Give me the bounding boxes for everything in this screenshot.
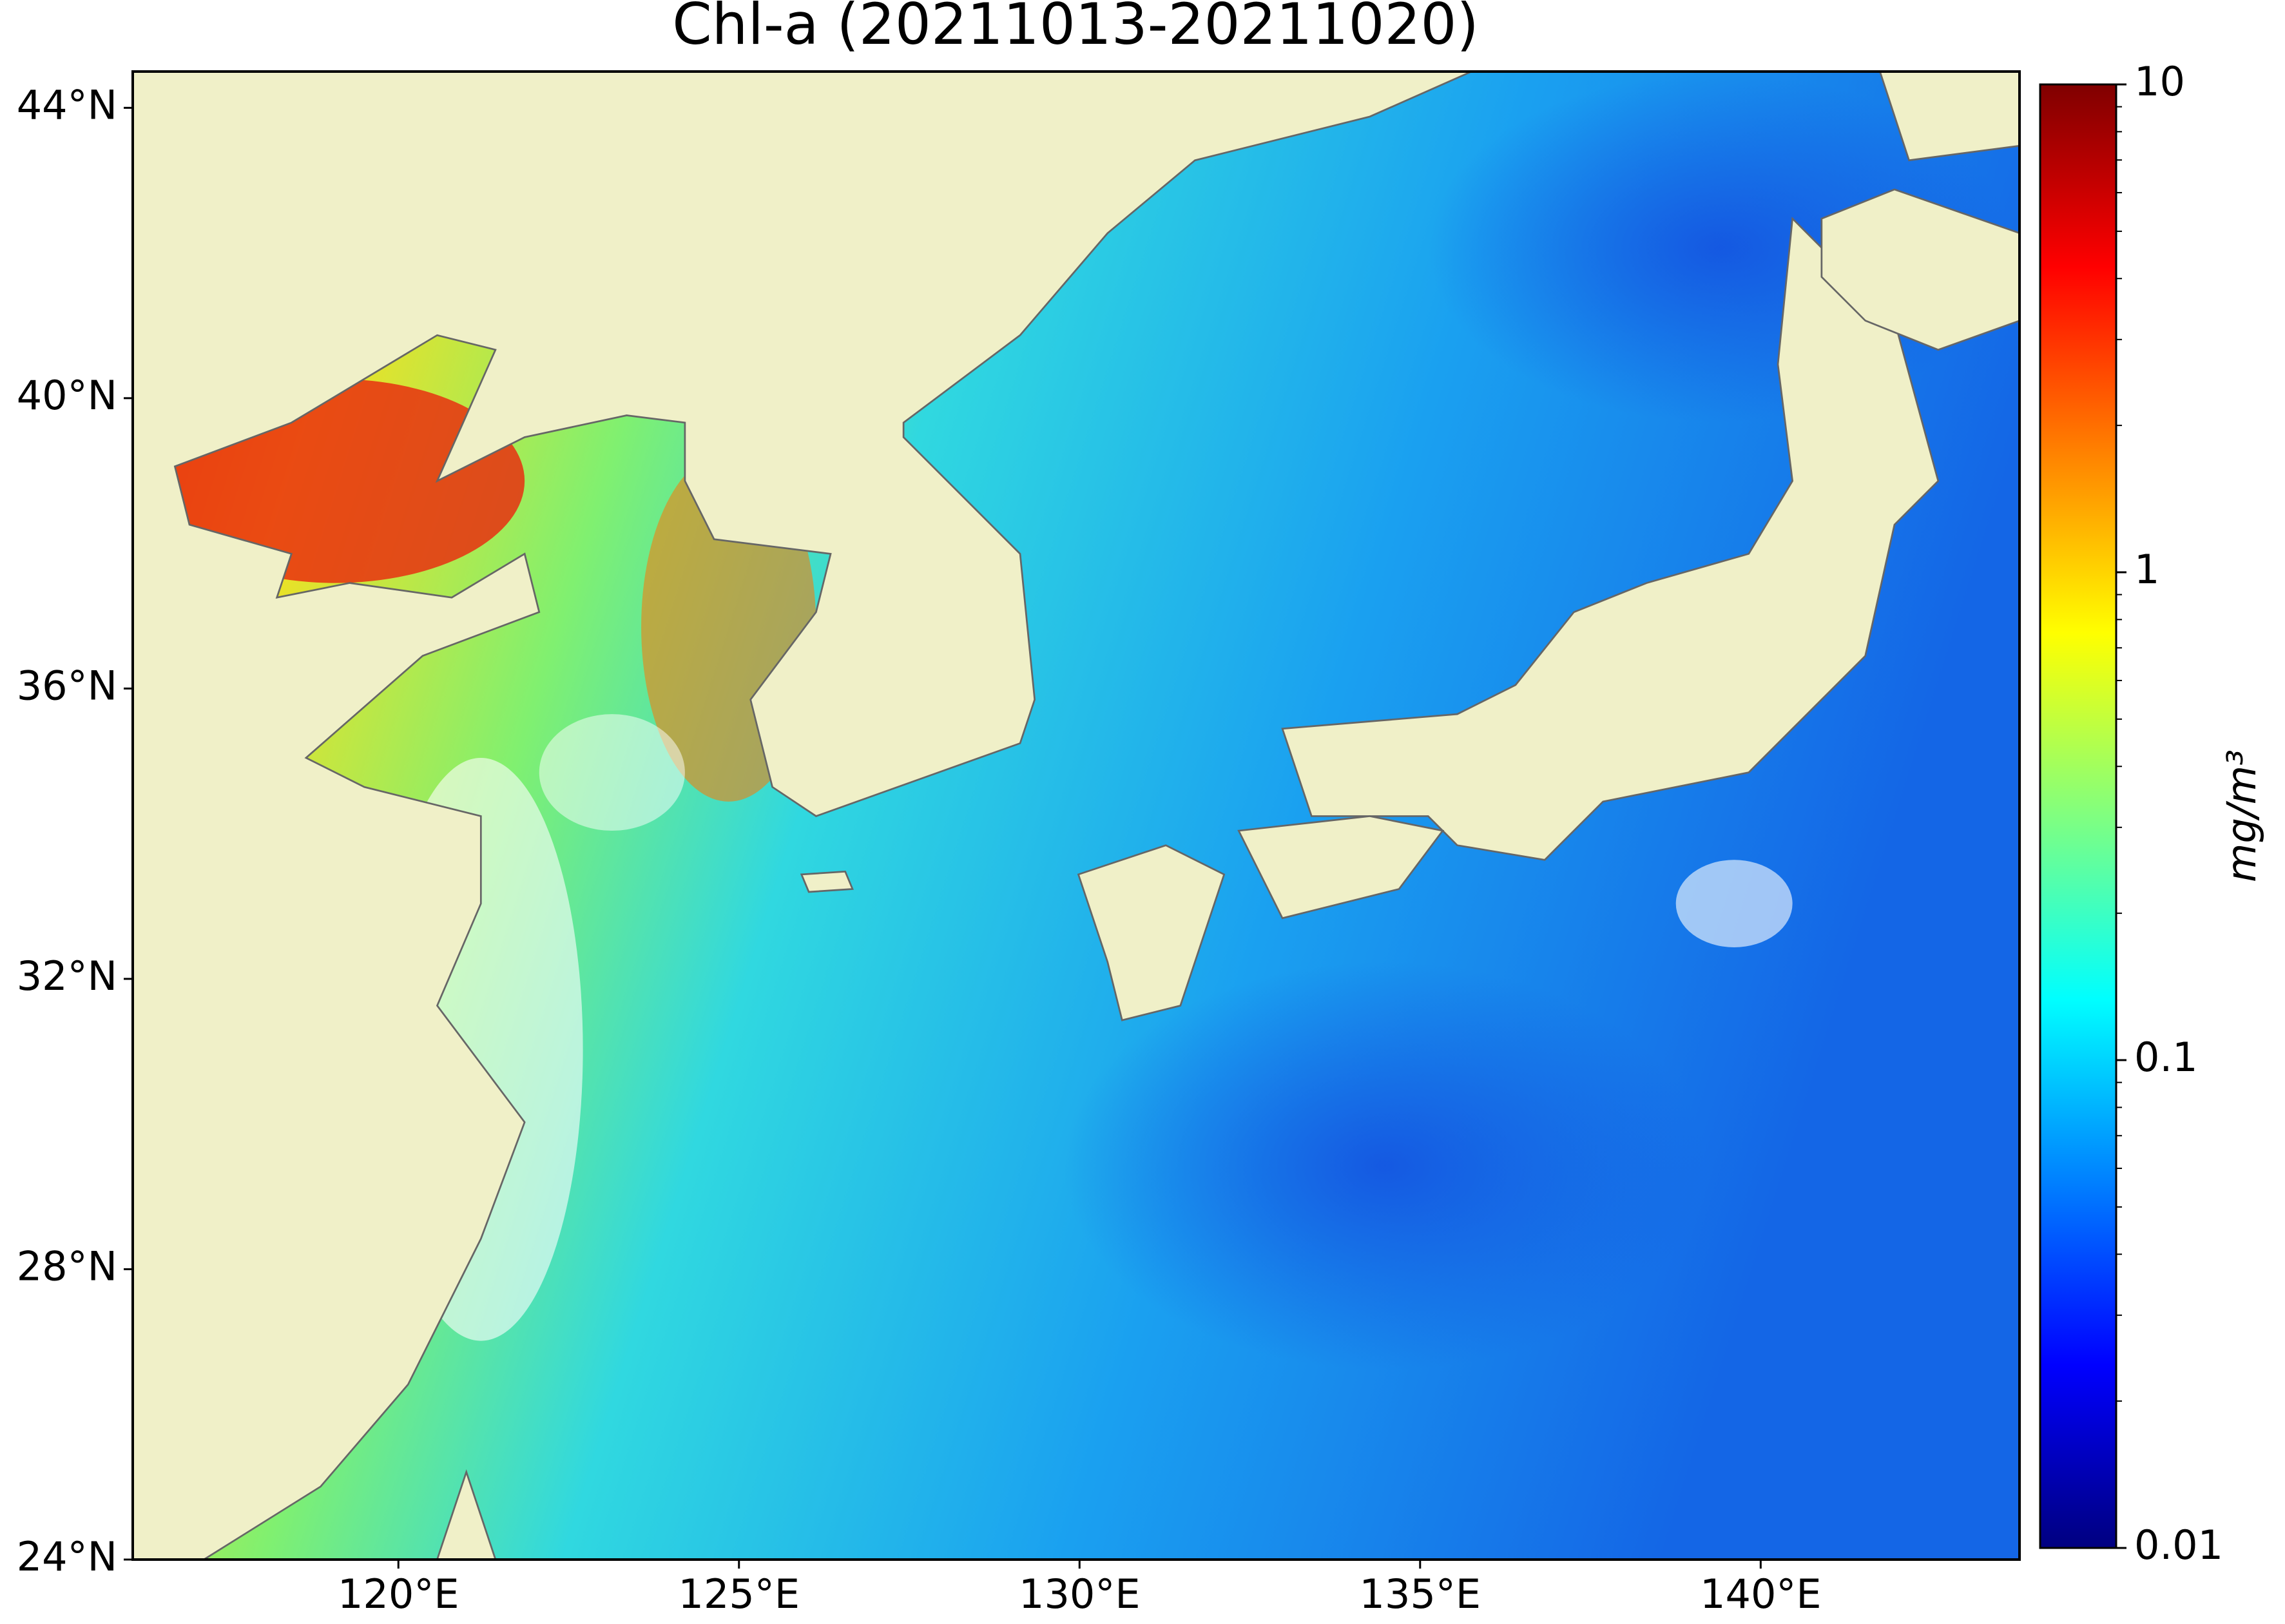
x-tick-label: 140°E (1700, 1571, 1822, 1618)
map (133, 72, 2020, 1560)
colorbar (2039, 83, 2117, 1549)
y-tick-label: 44°N (17, 81, 117, 128)
y-tick-label: 28°N (17, 1243, 117, 1290)
x-tick-label: 135°E (1360, 1571, 1481, 1618)
colorbar-tick-label: 0.01 (2134, 1522, 2223, 1569)
x-tick-label: 125°E (679, 1571, 800, 1618)
x-tick-label: 120°E (338, 1571, 459, 1618)
colorbar-tick-label: 10 (2134, 58, 2185, 105)
colorbar-tick-label: 1 (2134, 546, 2159, 593)
chart-title: Chl-a (20211013-20211020) (672, 0, 1479, 57)
axes-frame (131, 70, 2021, 1561)
y-tick-label: 24°N (17, 1533, 117, 1580)
y-tick-label: 40°N (17, 372, 117, 419)
x-tick-label: 130°E (1019, 1571, 1141, 1618)
y-tick-label: 32°N (17, 952, 117, 1000)
y-tick-label: 36°N (17, 662, 117, 709)
colorbar-tick-label: 0.1 (2134, 1034, 2198, 1081)
colorbar-label: mg/m³ (2218, 749, 2265, 882)
